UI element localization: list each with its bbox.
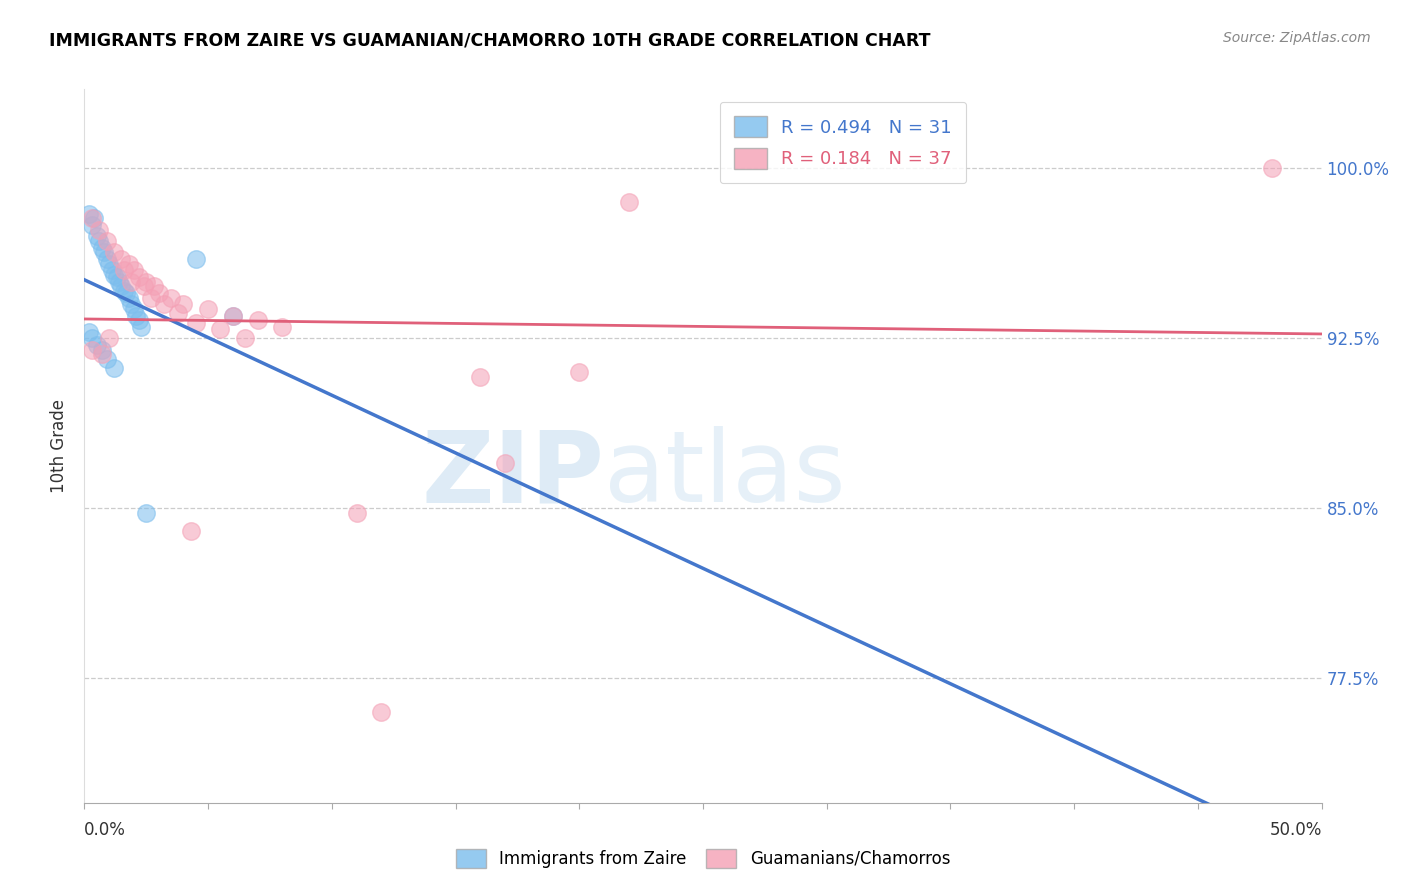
Point [141, 291, 163, 305]
Point [222, 309, 245, 323]
Point [197, 301, 219, 316]
Text: 0.0%: 0.0% [84, 821, 127, 838]
Point [98, 331, 121, 345]
Text: IMMIGRANTS FROM ZAIRE VS GUAMANIAN/CHAMORRO 10TH GRADE CORRELATION CHART: IMMIGRANTS FROM ZAIRE VS GUAMANIAN/CHAMO… [49, 31, 931, 49]
Point [120, 275, 142, 289]
Point [370, 705, 392, 719]
Point [96, 234, 118, 248]
Point [86, 229, 108, 244]
Point [271, 320, 294, 334]
Point [470, 370, 492, 384]
Point [125, 309, 148, 323]
Point [79, 207, 101, 221]
Point [184, 316, 207, 330]
Point [93, 245, 115, 260]
Point [110, 252, 132, 266]
Y-axis label: 10th Grade: 10th Grade [51, 399, 69, 493]
Point [120, 297, 142, 311]
Point [100, 263, 122, 277]
Point [346, 506, 368, 520]
Point [135, 275, 157, 289]
Point [129, 320, 152, 334]
Point [118, 291, 141, 305]
Point [80, 343, 103, 357]
Point [105, 270, 128, 285]
Point [142, 279, 165, 293]
Point [90, 343, 112, 357]
Point [103, 268, 125, 282]
Text: ZIP: ZIP [422, 426, 605, 523]
Point [96, 252, 118, 266]
Legend: Immigrants from Zaire, Guamanians/Chamorros: Immigrants from Zaire, Guamanians/Chamor… [449, 842, 957, 875]
Point [233, 331, 256, 345]
Point [167, 306, 190, 320]
Point [494, 456, 516, 470]
Point [90, 241, 112, 255]
Point [80, 331, 103, 345]
Point [118, 257, 141, 271]
Point [112, 263, 135, 277]
Point [172, 297, 194, 311]
Legend: R = 0.494   N = 31, R = 0.184   N = 37: R = 0.494 N = 31, R = 0.184 N = 37 [720, 102, 966, 183]
Point [115, 286, 138, 301]
Point [1261, 161, 1284, 176]
Point [135, 506, 157, 520]
Point [122, 263, 145, 277]
Point [89, 222, 111, 236]
Point [96, 351, 118, 366]
Point [80, 211, 103, 226]
Point [160, 291, 183, 305]
Point [184, 252, 207, 266]
Point [128, 313, 150, 327]
Point [103, 360, 125, 375]
Point [86, 338, 108, 352]
Point [110, 279, 132, 293]
Point [617, 195, 640, 210]
Point [98, 257, 121, 271]
Point [112, 284, 135, 298]
Point [132, 279, 155, 293]
Point [80, 218, 103, 232]
Point [103, 245, 125, 260]
Text: 50.0%: 50.0% [1270, 821, 1322, 838]
Point [152, 297, 174, 311]
Text: Source: ZipAtlas.com: Source: ZipAtlas.com [1223, 31, 1371, 45]
Point [83, 211, 105, 226]
Text: atlas: atlas [605, 426, 845, 523]
Point [89, 234, 111, 248]
Point [568, 365, 591, 379]
Point [222, 309, 245, 323]
Point [122, 301, 145, 316]
Point [209, 322, 232, 336]
Point [79, 325, 101, 339]
Point [90, 347, 112, 361]
Point [246, 313, 269, 327]
Point [128, 270, 150, 285]
Point [108, 275, 131, 289]
Point [180, 524, 202, 538]
Point [148, 286, 170, 301]
